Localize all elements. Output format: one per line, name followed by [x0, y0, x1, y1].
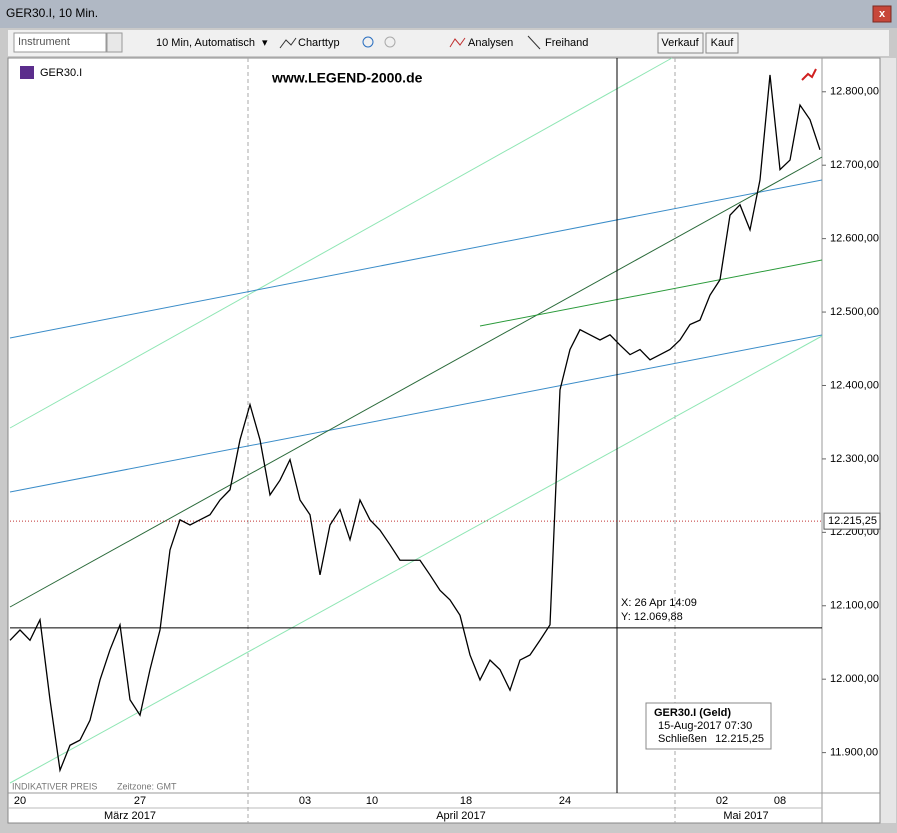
y-tick-label: 12.500,00 — [830, 306, 879, 318]
instrument-placeholder: Instrument — [18, 36, 70, 48]
watermark: www.LEGEND-2000.de — [271, 70, 423, 86]
x-tick-label: 18 — [460, 795, 472, 807]
instrument-input[interactable] — [13, 32, 107, 53]
y-tick-label: 12.700,00 — [830, 159, 879, 171]
month-label: März 2017 — [104, 810, 156, 822]
info-box — [645, 702, 772, 750]
y-tick-label: 12.100,00 — [830, 600, 879, 612]
crosshair-y-label: Y: 12.069,88 — [621, 611, 683, 623]
trend-line — [9, 179, 823, 339]
price-line — [9, 74, 821, 773]
instrument-icon — [20, 66, 34, 79]
dropdown-arrow: ▾ — [262, 37, 268, 49]
zoom-out-button[interactable] — [384, 36, 396, 48]
x-tick-label: 20 — [14, 795, 26, 807]
trend-line — [9, 334, 823, 493]
interval-dropdown[interactable]: 10 Min, Automatisch — [156, 37, 255, 49]
freihand-icon — [527, 35, 541, 50]
x-tick-label: 03 — [299, 795, 311, 807]
instrument-picker[interactable] — [106, 32, 123, 53]
window-title: GER30.I, 10 Min. — [6, 6, 98, 20]
info-title: GER30.I (Geld) — [654, 707, 731, 719]
scrollbar[interactable] — [880, 58, 896, 823]
kauf-label: Kauf — [711, 37, 735, 49]
y-tick-label: 12.800,00 — [830, 86, 879, 98]
y-tick-label: 11.900,00 — [830, 747, 878, 759]
info-close-value: 12.215,25 — [715, 733, 764, 745]
info-date: 15-Aug-2017 07:30 — [658, 720, 752, 732]
x-tick-label: 24 — [559, 795, 571, 807]
x-tick-label: 27 — [134, 795, 146, 807]
title-bar — [0, 0, 897, 28]
info-close-label: Schließen — [658, 733, 707, 745]
trend-line — [479, 259, 823, 327]
x-tick-label: 10 — [366, 795, 378, 807]
crosshair-x-label: X: 26 Apr 14:09 — [621, 597, 697, 609]
trend-line — [9, 335, 823, 784]
verkauf-label: Verkauf — [661, 37, 699, 49]
zoom-in-button[interactable] — [362, 36, 374, 48]
freihand-dropdown[interactable]: Freihand — [545, 37, 588, 49]
close-icon: x — [879, 8, 886, 20]
y-tick-label: 12.300,00 — [830, 453, 879, 465]
charttyp-dropdown[interactable]: Charttyp — [298, 37, 340, 49]
charttyp-icon — [279, 37, 297, 49]
close-button[interactable] — [872, 5, 892, 23]
analysen-icon — [449, 37, 466, 48]
last-price-tag — [823, 512, 881, 530]
toolbar — [8, 30, 889, 56]
month-label: April 2017 — [436, 810, 486, 822]
verkauf-button[interactable] — [657, 32, 704, 54]
month-label: Mai 2017 — [723, 810, 768, 822]
trend-line — [9, 156, 823, 608]
trend-icon — [801, 68, 817, 81]
timezone-note: Zeitzone: GMT — [117, 781, 177, 791]
y-tick-label: 12.000,00 — [830, 673, 879, 685]
analysen-dropdown[interactable]: Analysen — [468, 37, 513, 49]
price-note: INDIKATIVER PREIS — [12, 781, 97, 791]
instrument-label[interactable]: GER30.I — [40, 67, 82, 79]
trend-line — [9, 57, 673, 429]
x-tick-label: 02 — [716, 795, 728, 807]
kauf-button[interactable] — [705, 32, 739, 54]
y-tick-label: 12.600,00 — [830, 233, 879, 245]
x-tick-label: 08 — [774, 795, 786, 807]
last-price-label: 12.215,25 — [828, 515, 877, 527]
y-tick-label: 12.400,00 — [830, 379, 879, 391]
